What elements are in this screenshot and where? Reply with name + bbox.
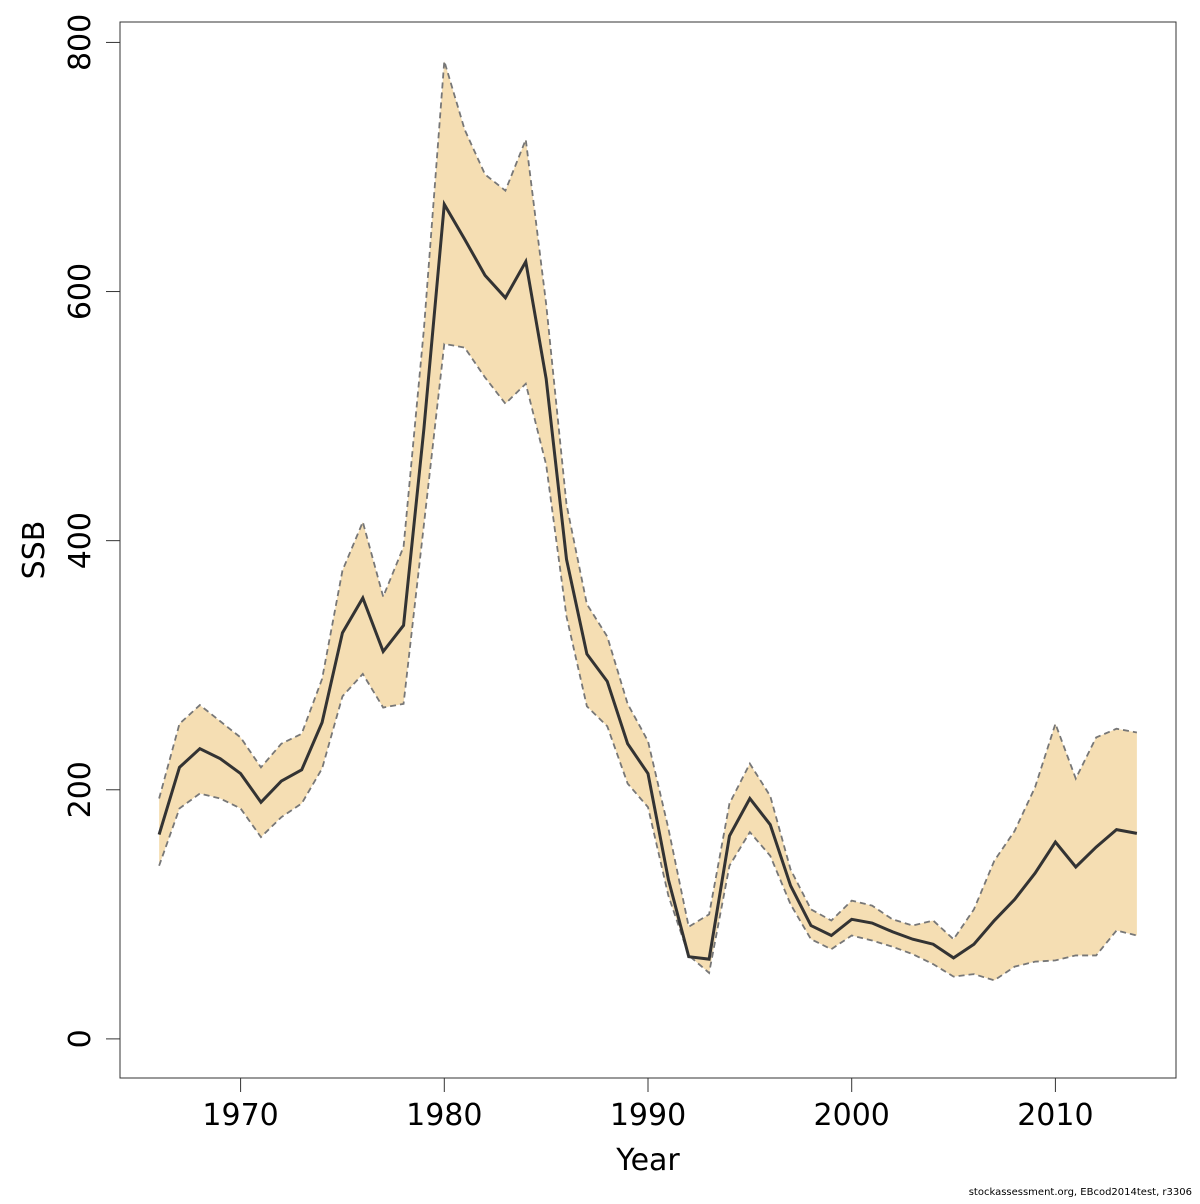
x-tick-label: 1980 [406, 1098, 482, 1133]
confidence-band [159, 61, 1137, 981]
ssb-line [157, 199, 1138, 961]
x-tick-label: 2010 [1017, 1098, 1093, 1133]
upper-bound [158, 60, 1138, 941]
x-tick-label: 1970 [202, 1098, 278, 1133]
footnote: stockassessment.org, EBcod2014test, r330… [969, 1187, 1192, 1198]
x-tick-label: 1990 [610, 1098, 686, 1133]
y-tick-label: 800 [63, 14, 98, 71]
y-tick-label: 0 [63, 1029, 98, 1048]
lower-bound [158, 342, 1138, 982]
x-tick-label: 2000 [814, 1098, 890, 1133]
y-tick-label: 400 [63, 512, 98, 569]
y-tick-label: 600 [63, 263, 98, 320]
x-axis-label: Year [615, 1143, 680, 1178]
y-axis-label: SSB [17, 521, 52, 580]
y-tick-label: 200 [63, 761, 98, 818]
